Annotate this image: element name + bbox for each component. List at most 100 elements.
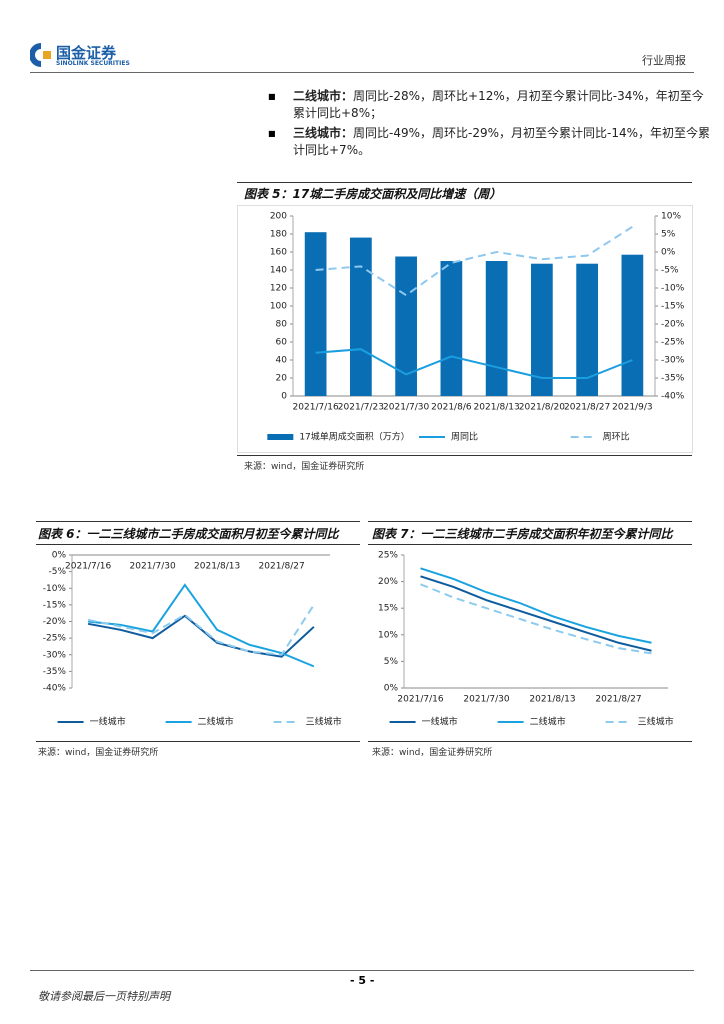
line-series <box>315 348 633 379</box>
line-series <box>315 225 633 297</box>
y2-tick-label: 5% <box>661 230 676 240</box>
y-tick-label: 80 <box>276 320 288 330</box>
figure-title: 图表 5：17城二手房成交面积及同比增速（周） <box>244 187 502 201</box>
bar <box>621 254 644 396</box>
x-tick-label: 2021/8/20 <box>519 403 565 413</box>
y2-tick-label: -25% <box>661 338 685 348</box>
bar <box>350 237 372 396</box>
y-tick-label: -5% <box>48 567 66 577</box>
y-tick-label: 0% <box>384 684 399 694</box>
x-tick-label: 2021/8/13 <box>474 403 520 413</box>
x-tick-label: 2021/7/23 <box>338 403 384 413</box>
y-tick-label: 60 <box>276 338 288 348</box>
legend-label: 一线城市 <box>422 716 458 728</box>
y-tick-label: 10% <box>378 630 398 640</box>
bullet-mark: ■ <box>268 129 276 138</box>
y-tick-label: -15% <box>43 600 67 610</box>
y-tick-label: 200 <box>270 212 287 222</box>
logo-icon <box>30 43 51 67</box>
legend-label: 周环比 <box>603 431 630 443</box>
y2-tick-label: -5% <box>661 266 679 276</box>
y2-tick-label: -15% <box>661 302 685 312</box>
y2-tick-label: 10% <box>661 212 681 222</box>
bullet-text: 周同比-28%，周环比+12%，月初至今累计同比-34%，年初至今累计同比+8%… <box>293 89 704 120</box>
bar <box>304 232 327 396</box>
line-series <box>420 567 652 644</box>
y-tick-label: 20% <box>378 577 398 587</box>
y2-tick-label: -30% <box>661 356 685 366</box>
y-tick-label: 40 <box>276 356 288 366</box>
source: 来源：wind，国金证券研究所 <box>244 462 365 472</box>
y-tick-label: -10% <box>43 584 67 594</box>
x-tick-label: 2021/9/3 <box>612 403 652 413</box>
y-tick-label: -20% <box>43 617 67 627</box>
x-tick-label: 2021/8/27 <box>564 403 610 413</box>
x-tick-label: 2021/7/30 <box>130 562 176 572</box>
y-tick-label: 100 <box>270 302 287 312</box>
x-tick-label: 2021/7/16 <box>397 695 443 705</box>
legend-label: 周同比 <box>451 431 478 443</box>
figure-title: 图表 7：一二三线城市二手房成交面积年初至今累计同比 <box>372 527 673 541</box>
y-tick-label: 160 <box>270 248 287 258</box>
bullet-label: 二线城市： <box>293 89 354 103</box>
source: 来源：wind，国金证券研究所 <box>372 748 493 758</box>
y2-tick-label: -10% <box>661 284 685 294</box>
figure-rule <box>237 455 692 456</box>
figure-header <box>368 521 692 545</box>
source: 来源：wind，国金证券研究所 <box>38 748 159 758</box>
chart: 0 20 40 60 80 100 120 140 160 180 200 -40% -35% -30% -… <box>267 212 685 443</box>
y-tick-label: 15% <box>378 604 398 614</box>
x-tick-label: 2021/7/16 <box>65 562 111 572</box>
legend-label: 一线城市 <box>90 716 126 728</box>
x-tick-label: 2021/7/16 <box>293 403 339 413</box>
legend-label: 二线城市 <box>530 716 566 728</box>
page-number: - 5 - <box>350 974 375 987</box>
y-tick-label: 5% <box>384 657 399 667</box>
figure-rule <box>36 741 360 742</box>
footer-rule <box>30 970 694 971</box>
y-tick-label: -35% <box>43 667 67 677</box>
bar <box>576 263 598 396</box>
y-tick-label: 0% <box>52 551 67 561</box>
y-tick-label: 120 <box>270 284 287 294</box>
x-tick-label: 2021/8/6 <box>431 403 472 413</box>
bullet-text: 周同比-49%，周环比-29%，月初至今累计同比-14%，年初至今累计同比+7%… <box>293 126 711 157</box>
bullet-mark: ■ <box>268 92 276 101</box>
line-series <box>420 575 652 652</box>
y-tick-label: 25% <box>378 551 398 561</box>
y-tick-label: 20 <box>276 374 288 384</box>
x-tick-label: 2021/8/13 <box>529 695 575 705</box>
legend-label: 二线城市 <box>198 716 234 728</box>
header-rule <box>30 72 694 73</box>
x-tick-label: 2021/8/13 <box>194 562 240 572</box>
bullet-label: 三线城市： <box>293 126 354 140</box>
line-series <box>87 614 315 658</box>
figure-title: 图表 6：一二三线城市二手房成交面积月初至今累计同比 <box>38 527 339 541</box>
legend-swatch <box>267 434 294 440</box>
y2-tick-label: -20% <box>661 320 685 330</box>
bullet: 二线城市：周同比-28%，周环比+12%，月初至今累计同比-34%，年初至今累计… <box>293 88 713 122</box>
y2-tick-label: -40% <box>661 392 685 402</box>
bar <box>440 261 463 396</box>
chart: 0% 5% 10% 15% 20% 25% 2021/7/16 2021/7/30 2021/8… <box>378 551 674 728</box>
legend-label: 三线城市 <box>638 716 674 728</box>
figure-frame <box>237 205 693 453</box>
y-tick-label: -30% <box>43 650 67 660</box>
x-tick-label: 2021/7/30 <box>383 403 429 413</box>
bar <box>531 263 553 396</box>
line-series <box>88 583 315 668</box>
y-tick-label: 180 <box>270 230 287 240</box>
y-tick-label: 140 <box>270 266 287 276</box>
bar <box>485 261 508 396</box>
x-tick-label: 2021/7/30 <box>463 695 509 705</box>
y-tick-label: 0 <box>281 392 287 402</box>
chart: -40%-35%-30%-25%-20%-15%-10%-5%0%2021/7/… <box>43 551 342 728</box>
report-type: 行业周报 <box>642 54 686 67</box>
disclaimer: 敬请参阅最后一页特别声明 <box>38 990 170 1003</box>
y-tick-label: -25% <box>43 634 67 644</box>
figure-header <box>36 521 360 545</box>
legend-label: 17城单周成交面积（万方） <box>299 431 409 443</box>
y2-tick-label: -35% <box>661 374 685 384</box>
line-series <box>87 604 315 656</box>
